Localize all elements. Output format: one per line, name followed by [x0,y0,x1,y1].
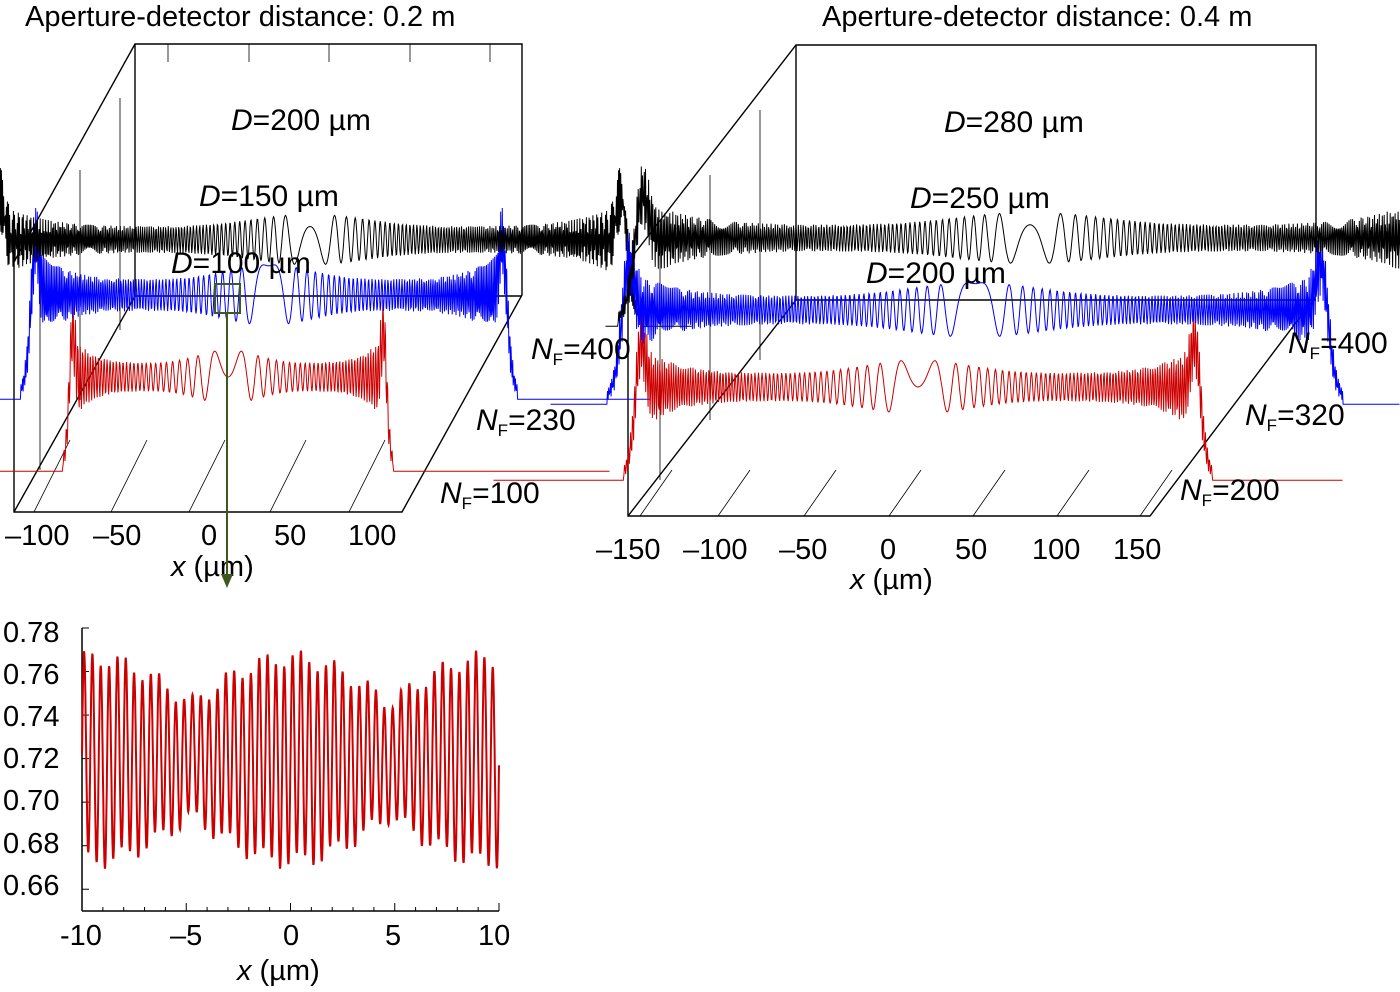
inset-y-tick: 0.70 [3,785,59,817]
inset-x-tick: 10 [478,920,510,952]
right-nf-400: NF=400 [1288,327,1388,363]
diffraction-curves [0,166,1400,481]
left-nf-100: NF=100 [440,477,540,513]
series-line-nf-100 [0,299,610,472]
right-x-tick: 0 [880,534,896,566]
inset-x-tick: -10 [60,920,102,952]
left-x-axis-label: x (µm) [169,551,254,583]
right-label-d250: D=250 µm [910,182,1050,215]
inset-y-tick: 0.76 [3,659,59,691]
right-x-tick: 100 [1032,534,1080,566]
right-label-d280: D=280 µm [944,106,1084,139]
inset-x-ticks: -10 –5 0 5 10 [60,920,510,952]
inset-x-axis-label: x (µm) [235,955,320,987]
right-x-tick: 150 [1113,534,1161,566]
left-x-tick: 0 [201,520,217,552]
zoom-arrow-head [221,574,233,588]
inset-y-tick: 0.72 [3,743,59,775]
left-x-tick: 100 [348,520,396,552]
inset-y-tick: 0.78 [3,617,59,649]
right-nf-320: NF=320 [1245,399,1345,435]
right-x-tick: –100 [683,534,748,566]
left-label-d200: D=200 µm [231,104,371,137]
inset-x-tick: 0 [283,920,299,952]
inset-y-tick: 0.74 [3,701,59,733]
series-line-nf-400 [0,168,692,327]
inset-y-ticks: 0.78 0.76 0.74 0.72 0.70 0.68 0.66 [3,617,59,902]
right-x-tick: –50 [779,534,827,566]
right-x-tick: –150 [596,534,661,566]
left-x-tick: –50 [93,520,141,552]
left-nf-230: NF=230 [476,404,576,440]
inset-x-tick: –5 [170,920,202,952]
right-x-tick: 50 [955,534,987,566]
series-line-nf-320 [550,232,1400,405]
left-x-tick: 50 [274,520,306,552]
left-x-ticks: –100 –50 0 50 100 [5,520,396,552]
series-line-nf-200 [493,309,1343,481]
series-line-nf-230 [0,207,651,400]
left-panel-title: Aperture-detector distance: 0.2 m [25,1,455,33]
right-panel-title: Aperture-detector distance: 0.4 m [822,1,1252,33]
left-label-d150: D=150 µm [199,180,339,213]
right-x-axis-label: x (µm) [848,564,933,596]
left-x-tick: –100 [5,520,70,552]
series-line-nf-400 [605,166,1400,327]
inset-x-tick: 5 [385,920,401,952]
inset-y-tick: 0.68 [3,828,59,860]
right-x-ticks: –150 –100 –50 0 50 100 150 [596,534,1161,566]
right-label-d200: D=200 µm [866,257,1006,290]
inset-series-line [81,650,500,869]
left-label-d100: D=100 µm [171,247,311,280]
inset-axes [81,627,500,912]
left-nf-400: NF=400 [531,333,631,369]
inset-y-tick: 0.66 [3,870,59,902]
right-nf-200: NF=200 [1180,474,1280,510]
